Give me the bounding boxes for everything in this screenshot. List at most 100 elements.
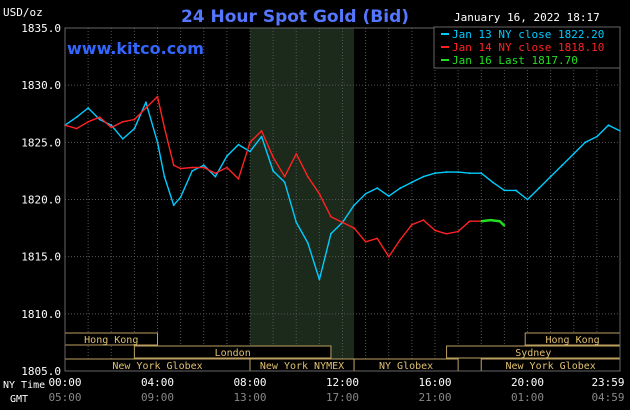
price-series xyxy=(64,95,621,281)
y-tick-label: 1825.0 xyxy=(21,136,61,149)
series-point xyxy=(422,219,425,221)
series-point xyxy=(306,242,309,244)
series-point xyxy=(498,220,501,223)
series-point xyxy=(353,227,355,229)
series-point xyxy=(110,126,113,129)
series-point xyxy=(410,223,413,226)
series-point xyxy=(163,126,166,129)
series-point xyxy=(156,141,159,144)
series-point xyxy=(295,221,298,224)
x-tick-label-gmt: 09:00 xyxy=(141,391,174,404)
series-point xyxy=(179,167,182,170)
series-point xyxy=(249,150,251,153)
x-tick-label-gmt: 21:00 xyxy=(418,391,451,404)
series-point xyxy=(341,221,344,224)
session-label: New York NYMEX xyxy=(260,361,344,372)
series-point xyxy=(191,166,194,169)
x-tick-label-ny: 12:00 xyxy=(326,376,359,389)
series-point xyxy=(87,120,90,123)
series-point xyxy=(561,164,564,167)
x-tick-label-ny: 20:00 xyxy=(511,376,544,389)
x-tick-label-ny: 23:59 xyxy=(591,376,624,389)
series-point xyxy=(503,189,506,192)
chart-datetime: January 16, 2022 18:17 xyxy=(454,11,600,24)
watermark: www.kitco.com xyxy=(67,39,204,58)
series-point xyxy=(457,230,460,233)
series-point xyxy=(121,138,124,140)
series-point xyxy=(179,196,182,199)
series-point xyxy=(172,164,175,167)
series-point xyxy=(272,170,275,172)
series-point xyxy=(214,175,217,178)
legend-label: Jan 14 NY close 1818.10 xyxy=(452,41,604,54)
x-tick-label-ny: 04:00 xyxy=(141,376,174,389)
series-point xyxy=(283,175,286,178)
series-point xyxy=(163,175,166,178)
grid xyxy=(65,27,620,372)
trading-sessions: Hong Kong Hong Kong London Sydney New York G… xyxy=(64,332,621,372)
series-point xyxy=(172,204,175,207)
series-point xyxy=(202,166,205,169)
series-line xyxy=(64,101,621,281)
series-point xyxy=(595,135,598,138)
series-point xyxy=(87,107,90,109)
legend-box xyxy=(433,26,621,69)
series-point xyxy=(399,187,402,189)
series-point xyxy=(480,172,483,175)
series-point xyxy=(98,116,101,119)
series-point xyxy=(503,224,506,227)
x-tick-label-gmt: 04:59 xyxy=(591,391,624,404)
series-point xyxy=(376,237,379,240)
session-label: Sydney xyxy=(515,348,551,359)
x-tick-label-ny: 08:00 xyxy=(233,376,266,389)
series-point xyxy=(225,155,228,157)
series-point xyxy=(237,178,240,180)
series-point xyxy=(434,229,436,232)
series-point xyxy=(260,135,263,138)
series-point xyxy=(572,152,575,155)
y-tick-labels: 1835.0 1830.0 1825.0 1820.0 1815.0 1810.0 1805… xyxy=(21,22,61,378)
series-point xyxy=(318,192,321,195)
series-point xyxy=(306,175,309,178)
series-point xyxy=(249,141,251,144)
series-point xyxy=(145,107,147,109)
series-point xyxy=(330,232,332,235)
series-point xyxy=(584,141,587,144)
ny-time-label: NY Time xyxy=(3,380,45,391)
series-line xyxy=(481,218,506,227)
series-point xyxy=(387,195,390,197)
series-point xyxy=(607,124,610,127)
legend-label: Jan 16 Last 1817.70 xyxy=(452,54,578,67)
legend-label: Jan 13 NY close 1822.20 xyxy=(452,28,604,41)
session-label: NY Globex xyxy=(379,361,433,372)
series-point xyxy=(399,238,402,241)
series-point xyxy=(364,240,367,243)
session-label: New York Globex xyxy=(112,361,202,372)
series-point xyxy=(549,175,552,178)
y-tick-label: 1835.0 xyxy=(21,22,61,35)
session-bar xyxy=(133,345,332,359)
series-point xyxy=(75,127,78,130)
series-point xyxy=(283,181,286,184)
series-point xyxy=(145,101,147,104)
session-label: Hong Kong xyxy=(84,335,138,346)
series-point xyxy=(538,187,540,189)
series-point xyxy=(214,172,217,175)
series-point xyxy=(376,187,379,189)
session-label: Hong Kong xyxy=(546,335,600,346)
series-point xyxy=(410,181,413,184)
x-tick-label-gmt: 17:00 xyxy=(326,391,359,404)
series-point xyxy=(434,172,436,175)
x-tick-label-ny: 16:00 xyxy=(418,376,451,389)
series-point xyxy=(272,156,275,159)
series-point xyxy=(468,172,471,175)
series-point xyxy=(318,278,321,281)
series-point xyxy=(515,189,517,192)
series-point xyxy=(480,220,483,223)
x-tick-label-ny: 00:00 xyxy=(48,376,81,389)
session-label: New York Globex xyxy=(505,361,595,372)
y-tick-label: 1805.0 xyxy=(21,365,61,378)
series-point xyxy=(133,118,136,121)
series-point xyxy=(387,255,390,258)
